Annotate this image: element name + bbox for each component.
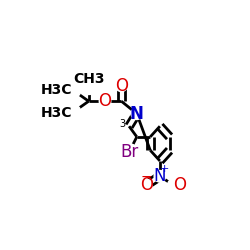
Text: O: O — [173, 176, 186, 194]
Text: CH3: CH3 — [73, 72, 104, 86]
Circle shape — [141, 179, 152, 191]
Text: O: O — [140, 176, 153, 194]
Text: N: N — [130, 105, 144, 123]
Text: H3C: H3C — [41, 83, 72, 97]
Circle shape — [116, 80, 127, 92]
Text: −: − — [140, 170, 152, 184]
Circle shape — [168, 179, 179, 191]
Text: N: N — [154, 167, 166, 185]
Circle shape — [80, 77, 97, 94]
Text: 3: 3 — [120, 119, 126, 129]
Text: H3C: H3C — [41, 106, 72, 120]
Text: O: O — [115, 77, 128, 95]
Text: O: O — [98, 92, 112, 110]
Circle shape — [64, 104, 81, 122]
Circle shape — [120, 144, 138, 161]
Circle shape — [99, 96, 111, 107]
Text: +: + — [160, 164, 170, 173]
Text: Br: Br — [120, 143, 138, 161]
Circle shape — [64, 81, 81, 98]
Circle shape — [154, 170, 166, 182]
Circle shape — [131, 108, 142, 120]
